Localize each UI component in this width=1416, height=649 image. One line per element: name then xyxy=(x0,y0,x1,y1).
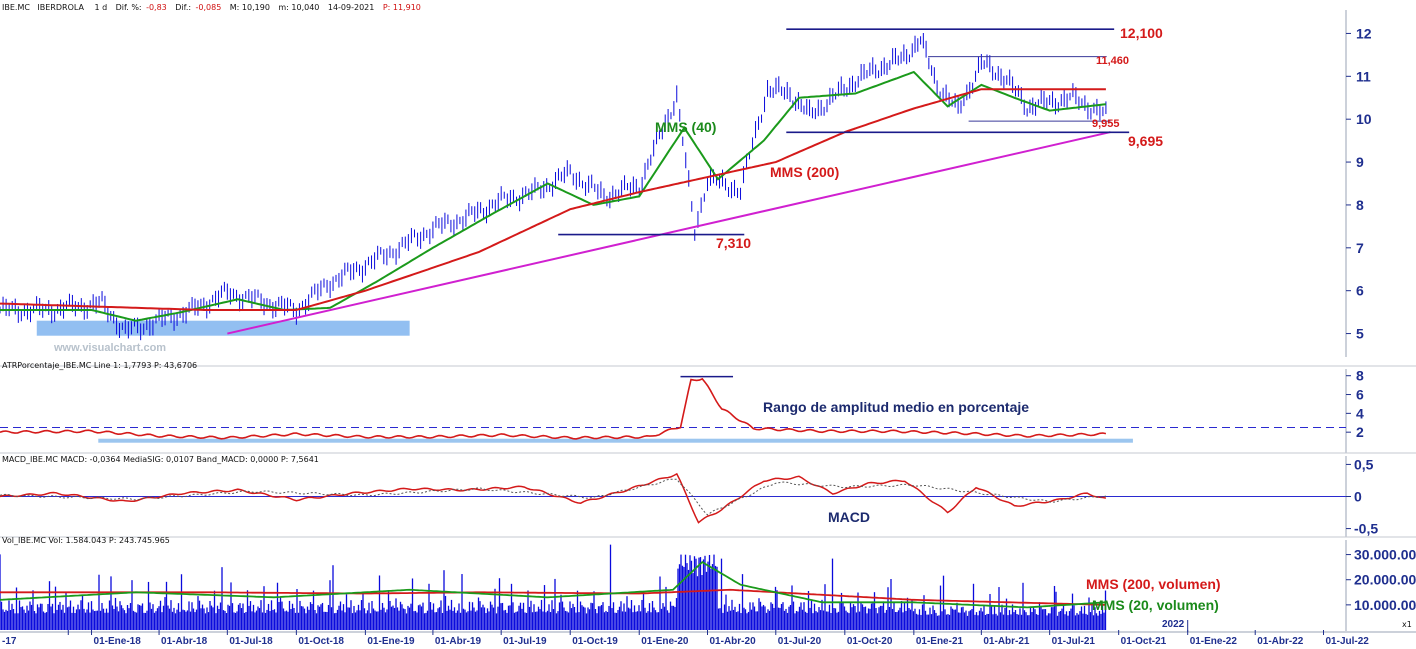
atr-header: ATRPorcentaje_IBE.MC Line 1: 1,7793 P: 4… xyxy=(2,361,197,370)
x-tick-label: 01-Ene-19 xyxy=(367,636,415,647)
vol-mms200-line xyxy=(0,588,1106,606)
x-tick-label: 01-Oct-20 xyxy=(847,636,893,647)
price-period: 1 d xyxy=(94,3,107,12)
x-tick-label: 01-Abr-22 xyxy=(1257,636,1304,647)
vol-mms200-label: MMS (200, volumen) xyxy=(1086,576,1221,592)
price-ytick-label: 9 xyxy=(1356,154,1364,170)
support-zone xyxy=(36,320,410,336)
x-tick-label: -17 xyxy=(2,636,17,647)
price-ytick-label: 6 xyxy=(1356,283,1364,299)
x-tick-label: 01-Jul-21 xyxy=(1052,636,1096,647)
x-tick-label: 01-Jul-18 xyxy=(229,636,273,647)
x-tick-label: 01-Ene-21 xyxy=(916,636,964,647)
price-dif-label: Dif.: xyxy=(175,3,191,12)
vol-y-axis: 10.000.000 20.000.000 30.000.000 xyxy=(1346,547,1416,613)
price-name: IBERDROLA xyxy=(37,3,84,12)
price-difpct-label: Dif. %: xyxy=(116,3,142,12)
macd-annotation: MACD xyxy=(828,509,870,525)
level-label-12100: 12,100 xyxy=(1120,25,1163,41)
x-tick-label: 01-Jul-20 xyxy=(778,636,822,647)
atr-ytick-label: 2 xyxy=(1356,424,1364,440)
level-label-7310: 7,310 xyxy=(716,235,751,251)
corner-label: x1 xyxy=(1402,620,1412,629)
macd-marks xyxy=(0,472,1346,524)
x-tick-label: 01-Abr-18 xyxy=(161,636,208,647)
macd-ytick-label: 0 xyxy=(1354,489,1362,505)
mms200-annotation: MMS (200) xyxy=(770,164,839,180)
atr-ytick-label: 6 xyxy=(1356,387,1364,403)
price-ytick-label: 5 xyxy=(1356,326,1364,342)
price-date: 14-09-2021 xyxy=(328,3,375,12)
vol-ytick-label: 30.000.000 xyxy=(1354,547,1416,563)
level-label-9955: 9,955 xyxy=(1092,118,1120,130)
x-tick-label: 01-Abr-20 xyxy=(710,636,757,647)
level-label-11460: 11,460 xyxy=(1096,55,1129,67)
x-tick-label: 01-Oct-21 xyxy=(1121,636,1167,647)
x-tick-label: 01-Ene-22 xyxy=(1190,636,1238,647)
atr-y-axis: 2 4 6 8 xyxy=(1346,368,1364,440)
price-min: m: 10,040 xyxy=(278,3,319,12)
price-difpct: -0,83 xyxy=(146,3,167,12)
level-label-9695: 9,695 xyxy=(1128,133,1163,149)
atr-ytick-label: 4 xyxy=(1356,405,1364,421)
x-tick-label: 01-Abr-21 xyxy=(983,636,1030,647)
macd-line xyxy=(0,472,1107,524)
price-y-axis: 5 6 7 8 9 10 11 12 xyxy=(1346,25,1372,342)
mms200-line xyxy=(0,88,1106,311)
macd-ytick-label: -0,5 xyxy=(1354,521,1378,537)
price-ytick-label: 11 xyxy=(1356,68,1371,84)
vol-ytick-label: 20.000.000 xyxy=(1354,572,1416,588)
x-tick-label: 01-Oct-19 xyxy=(572,636,618,647)
atr-marks xyxy=(0,375,1346,443)
price-marks xyxy=(0,28,1130,341)
price-ticker: IBE.MC xyxy=(2,3,30,12)
watermark: www.visualchart.com xyxy=(53,342,166,354)
vol-header: Vol_IBE.MC Vol: 1.584.043 P: 243.745.965 xyxy=(2,536,170,545)
price-ytick-label: 7 xyxy=(1356,240,1364,256)
x-tick-label: 01-Ene-18 xyxy=(94,636,142,647)
year-marker: 2022 xyxy=(1162,619,1185,630)
x-tick-label: 01-Oct-18 xyxy=(298,636,344,647)
mms40-annotation: MMS (40) xyxy=(655,119,716,135)
atr-ytick-label: 8 xyxy=(1356,368,1364,384)
price-dif: -0,085 xyxy=(196,3,222,12)
price-max: M: 10,190 xyxy=(230,3,270,12)
vol-mms20-line xyxy=(0,560,1106,609)
price-ytick-label: 8 xyxy=(1356,197,1364,213)
price-last: P: 11,910 xyxy=(383,3,421,12)
atr-line xyxy=(0,377,1107,440)
panel-frames xyxy=(0,10,1416,633)
mms40-line xyxy=(0,70,1106,322)
price-ytick-label: 12 xyxy=(1356,25,1372,41)
atr-annotation: Rango de amplitud medio en porcentaje xyxy=(763,399,1029,415)
vol-mms20-label: MMS (20, volumen) xyxy=(1092,597,1219,613)
macd-header: MACD_IBE.MC MACD: -0,0364 MediaSIG: 0,01… xyxy=(2,455,319,464)
price-header: IBE.MC IBERDROLA 1 d Dif. %: -0,83 Dif.:… xyxy=(2,0,421,14)
x-axis: -17 01-Ene-18 01-Abr-18 01-Jul-18 01-Oct-18 0… xyxy=(2,620,1369,647)
x-tick-label: 01-Jul-22 xyxy=(1325,636,1369,647)
trendline xyxy=(227,131,1111,335)
price-ytick-label: 10 xyxy=(1356,111,1372,127)
vol-marks xyxy=(0,544,1107,630)
macd-ytick-label: 0,5 xyxy=(1354,456,1374,472)
atr-band xyxy=(98,438,1133,443)
macd-signal-line xyxy=(0,478,1107,516)
x-tick-label: 01-Ene-20 xyxy=(641,636,689,647)
x-tick-label: 01-Jul-19 xyxy=(503,636,547,647)
x-tick-label: 01-Abr-19 xyxy=(435,636,482,647)
macd-y-axis: 0,5 0 -0,5 xyxy=(1346,456,1378,537)
vol-ytick-label: 10.000.000 xyxy=(1354,597,1416,613)
